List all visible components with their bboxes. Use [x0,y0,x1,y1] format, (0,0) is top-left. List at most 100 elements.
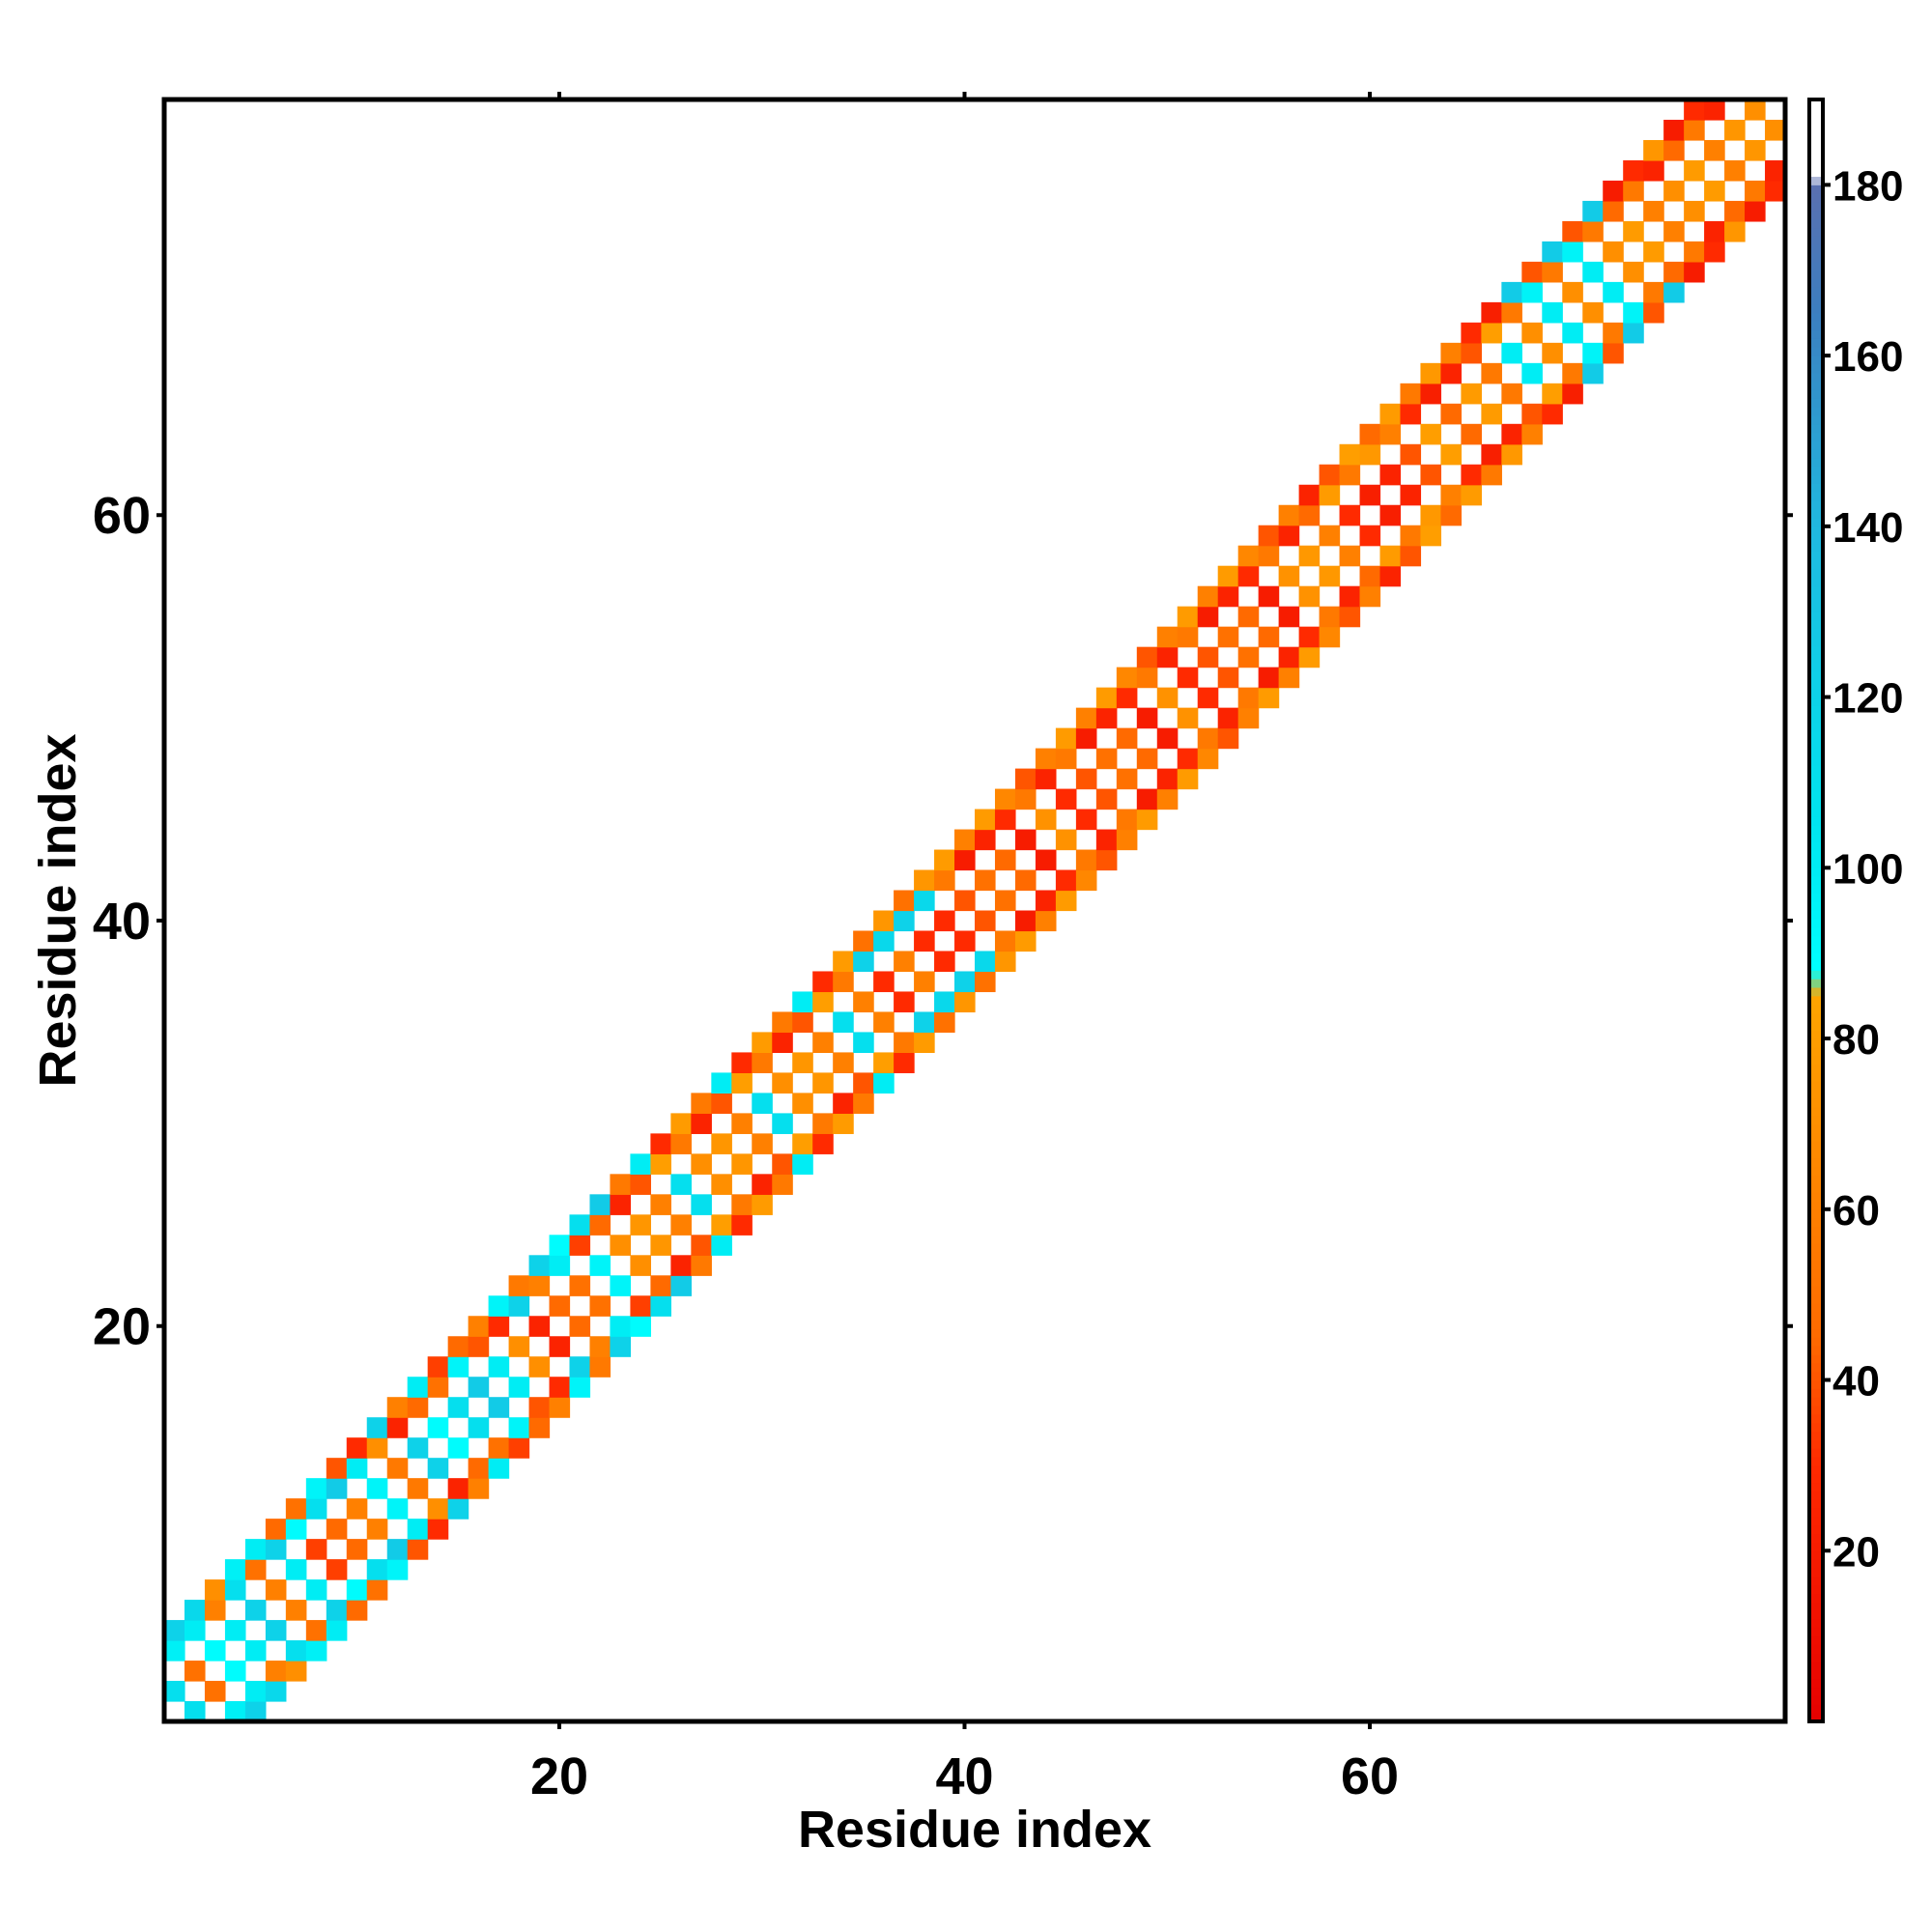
heatmap-cell [954,849,976,871]
heatmap-cell [1319,525,1341,547]
heatmap-cell [224,1579,246,1601]
heatmap-cell [1035,748,1057,770]
colorbar-segment [1809,1602,1823,1611]
heatmap-cell [1461,484,1482,506]
heatmap-cell [468,1377,490,1398]
heatmap-cell [731,1194,753,1215]
heatmap-cell [1278,504,1300,526]
heatmap-cell [772,1032,793,1054]
heatmap-cell [873,1052,895,1073]
colorbar-segment [1809,663,1823,672]
heatmap-cell [711,1174,732,1195]
heatmap-cell [1745,139,1766,161]
x-tick-label: 40 [935,1747,993,1805]
heatmap-cell [1663,180,1685,202]
colorbar-segment [1809,355,1823,365]
colorbar-segment [1809,569,1823,579]
heatmap-cell [1603,342,1624,364]
colorbar-segment [1809,1491,1823,1500]
colorbar-segment [1809,526,1823,536]
heatmap-cell [1035,890,1057,912]
heatmap-cell [1197,748,1219,770]
heatmap-cell [569,1214,591,1236]
heatmap-cell [569,1316,591,1337]
heatmap-cell [427,1498,449,1520]
heatmap-cell [1745,99,1766,121]
heatmap-cell [1014,869,1037,892]
heatmap-cell [1684,159,1705,182]
colorbar-segment [1809,1559,1823,1569]
heatmap-cell [792,991,813,1013]
heatmap-cell [1237,565,1260,587]
heatmap-cell [1623,261,1644,283]
colorbar-segment [1809,850,1823,860]
heatmap-cell [528,1356,551,1378]
colorbar-segment [1809,423,1823,434]
heatmap-cell [1481,464,1502,486]
heatmap-cell [1501,443,1522,466]
colorbar-segment [1809,1610,1823,1620]
heatmap-cell [670,1113,692,1134]
heatmap-cell [164,1620,185,1641]
colorbar-segment [1809,1012,1823,1022]
heatmap-cell [752,1174,773,1195]
heatmap-cell [488,1458,510,1479]
colorbar-segment [1809,1542,1823,1551]
heatmap-cell [610,1235,632,1256]
colorbar-segment [1809,799,1823,809]
colorbar-segment [1809,372,1823,383]
heatmap-cell [1319,606,1341,628]
heatmap-cell [1258,525,1280,547]
colorbar-segment [1809,1286,1823,1295]
colorbar-segment [1809,841,1823,852]
heatmap-cell [792,1093,813,1114]
heatmap-cell [1562,241,1583,263]
heatmap-cell [1420,504,1442,526]
heatmap-cell [1562,220,1583,242]
colorbar-tick-label: 100 [1833,845,1903,893]
heatmap-cell [326,1620,348,1641]
heatmap-cell [427,1458,449,1479]
heatmap-cell [994,788,1016,810]
colorbar-segment [1809,1183,1823,1193]
heatmap-cell [488,1295,510,1317]
heatmap-cell [894,1052,915,1073]
heatmap-cell [1258,687,1280,709]
heatmap-cell [691,1093,712,1114]
colorbar-segment [1809,1243,1823,1253]
colorbar-segment [1809,1251,1823,1262]
heatmap-cell [1075,869,1097,892]
heatmap-cell [1359,443,1381,466]
heatmap-cell [1035,849,1057,871]
colorbar-tick-label: 120 [1833,675,1903,723]
heatmap-cell [914,1032,935,1054]
colorbar-segment [1809,859,1823,868]
heatmap-cell [1461,383,1482,405]
heatmap-cell [244,1559,267,1580]
heatmap-cell [164,1640,185,1662]
heatmap-cell [1339,504,1361,526]
heatmap-cell [468,1336,490,1357]
heatmap-cell [1440,443,1463,466]
heatmap-cell [1278,525,1300,547]
heatmap-cell [1278,667,1300,689]
heatmap-cell [366,1579,388,1601]
heatmap-cell [1521,362,1543,384]
heatmap-cell [1501,301,1522,324]
heatmap-cell [1217,626,1239,648]
colorbar-segment [1809,1141,1823,1151]
heatmap-cell [1319,565,1341,587]
colorbar-segment [1809,560,1823,570]
heatmap-cell [1055,727,1077,750]
colorbar-segment [1809,867,1823,877]
heatmap-cell [670,1275,692,1296]
heatmap-cell [1197,585,1219,608]
heatmap-cell [244,1640,267,1662]
colorbar-segment [1809,1422,1823,1433]
heatmap-cell [1136,667,1158,689]
heatmap-cell [366,1437,388,1459]
heatmap-cell [894,1032,915,1054]
colorbar-segment [1809,176,1823,185]
heatmap-cell [427,1417,449,1438]
heatmap-cell [650,1275,671,1296]
